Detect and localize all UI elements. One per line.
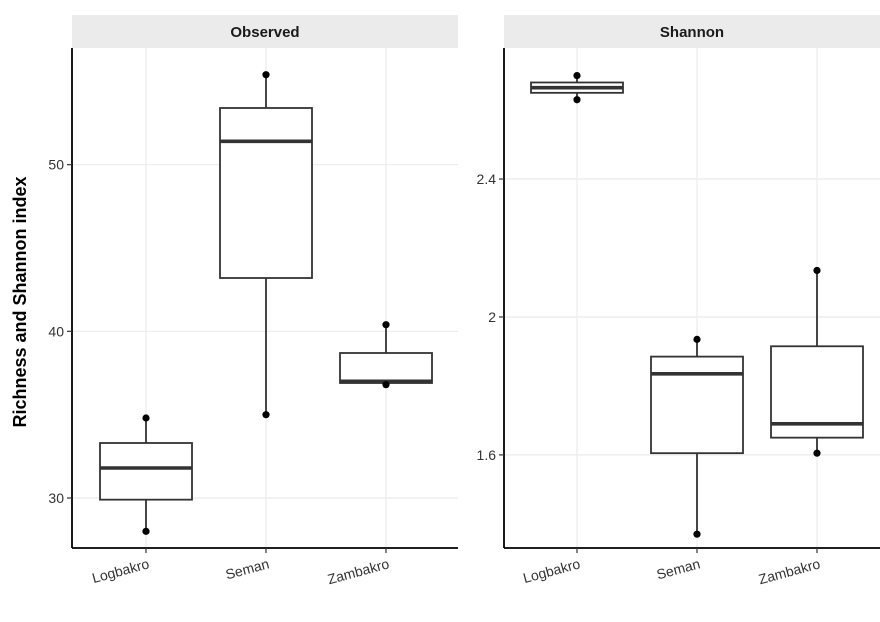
box-body [339, 352, 433, 384]
data-point [382, 381, 390, 389]
data-point [813, 266, 821, 275]
data-point [142, 527, 150, 535]
facet-title: Observed [230, 24, 299, 41]
data-point [382, 321, 390, 329]
facet-strip [504, 15, 880, 48]
x-tick-label: Seman [655, 555, 702, 582]
box-zambakro [339, 321, 433, 389]
data-point [813, 449, 821, 457]
data-point [693, 530, 701, 538]
data-point [262, 411, 270, 419]
box-zambakro [770, 266, 864, 457]
box-seman [650, 335, 744, 538]
data-point [573, 71, 581, 80]
y-tick-label: 30 [48, 490, 64, 506]
facet-strip [72, 15, 458, 48]
box-body [650, 355, 744, 455]
y-tick-label: 2 [488, 309, 496, 325]
y-tick-label: 2.4 [477, 171, 497, 187]
x-tick-label: Seman [224, 555, 271, 582]
box-logbakro [99, 414, 193, 535]
x-tick-label: Logbakro [90, 555, 151, 586]
data-point [142, 414, 150, 422]
data-point [262, 71, 270, 79]
box-body [219, 107, 313, 279]
facet-title: Shannon [660, 24, 724, 41]
data-point [573, 96, 581, 104]
x-tick-label: Zambakro [757, 555, 822, 587]
box-seman [219, 71, 313, 419]
y-tick-label: 40 [48, 323, 64, 339]
panel-observed: Observed 30 40 50 Logbakro Seman Zambakro [48, 15, 458, 587]
box-logbakro [530, 71, 624, 104]
x-tick-label: Zambakro [326, 555, 391, 587]
y-axis-label: Richness and Shannon index [10, 176, 30, 427]
y-tick-label: 50 [48, 157, 64, 173]
data-point [693, 335, 701, 343]
panel-shannon: Shannon 1.6 2 2.4 Logbakro Seman Zambakro [477, 15, 880, 587]
y-tick-label: 1.6 [477, 447, 497, 463]
box-body [99, 442, 193, 501]
x-tick-label: Logbakro [521, 555, 582, 586]
